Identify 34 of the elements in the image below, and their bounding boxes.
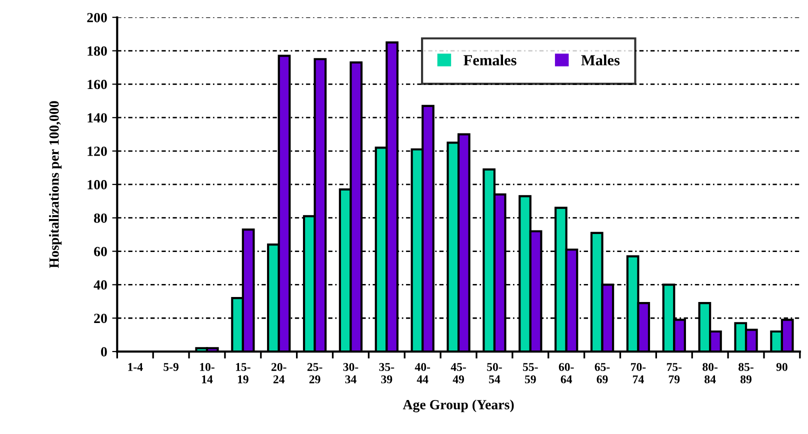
y-tick-label: 180 [88,46,107,56]
x-tick-label: 90 [776,362,788,371]
y-tick-label: 120 [88,146,107,156]
x-axis-title: Age Group (Years) [402,400,514,412]
y-tick-label: 80 [94,213,107,223]
y-tick-label: 20 [94,314,107,324]
x-tick-label: 30- 34 [343,362,358,384]
x-tick-label: 40- 44 [414,362,430,384]
legend-label: Females [464,54,516,66]
x-tick-label: 35- 39 [379,363,394,384]
y-tick-label: 0 [101,347,107,356]
x-tick-label: 1-4 [128,363,143,371]
x-tick-label: 70- 74 [631,362,646,384]
x-tick-label: 5-9 [164,363,179,371]
x-tick-label: 75- 79 [666,363,682,384]
y-tick-label: 140 [88,113,107,123]
y-tick-label: 60 [94,246,107,256]
y-tick-label: 40 [94,280,107,290]
y-tick-label: 100 [88,180,107,190]
x-tick-label: 85- 89 [738,362,754,384]
y-tick-label: 200 [87,12,107,22]
y-axis-title: Hospitalizations per 100,000 [49,101,62,268]
x-tick-label: 55- 59 [523,363,538,384]
x-tick-label: 25- 29 [307,363,322,384]
x-tick-label: 45- 49 [450,363,466,384]
x-tick-label: 15- 19 [236,363,250,384]
x-tick-label: 10- 14 [200,362,214,384]
x-tick-label: 80- 84 [702,362,718,384]
x-tick-label: 20- 24 [271,362,286,384]
y-tick-label: 160 [88,80,107,90]
x-tick-label: 65- 69 [594,363,610,384]
x-tick-label: 50- 54 [487,362,502,384]
legend-label: Males [581,54,620,66]
x-tick-label: 60- 64 [558,362,574,384]
